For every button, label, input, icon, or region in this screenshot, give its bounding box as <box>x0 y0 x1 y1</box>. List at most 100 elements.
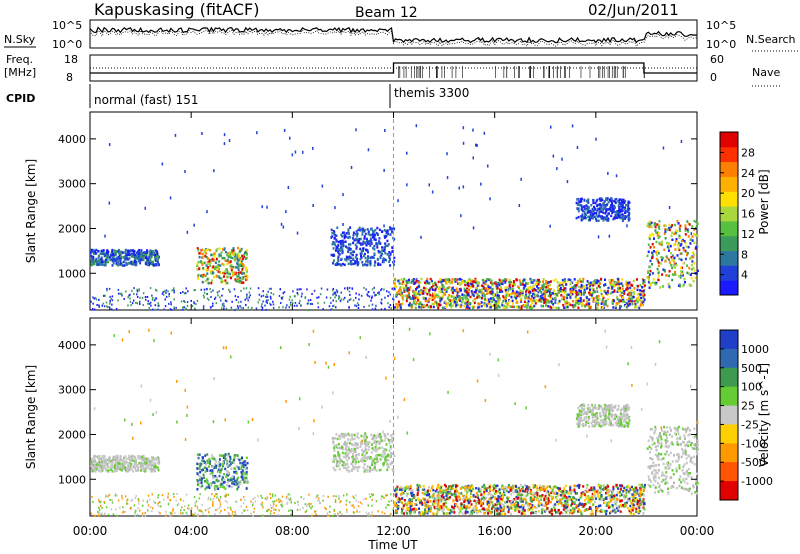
data-pixel <box>344 287 346 290</box>
data-pixel <box>467 288 470 292</box>
data-pixel <box>606 197 609 200</box>
data-pixel <box>156 259 159 262</box>
data-pixel <box>220 280 223 283</box>
data-pixel <box>251 306 253 309</box>
data-pixel <box>120 250 123 254</box>
data-pixel <box>147 459 150 462</box>
data-pixel <box>100 462 102 465</box>
data-pixel <box>363 254 365 258</box>
data-pixel <box>390 434 392 437</box>
data-pixel <box>594 299 597 303</box>
data-pixel <box>229 251 232 254</box>
data-pixel <box>363 252 366 256</box>
data-pixel <box>358 237 361 241</box>
data-pixel <box>154 255 157 258</box>
data-pixel <box>513 295 516 299</box>
data-pixel <box>347 262 350 265</box>
data-pixel <box>111 460 114 464</box>
data-pixel <box>582 277 585 281</box>
data-pixel <box>504 278 507 281</box>
data-pixel <box>615 506 618 510</box>
data-pixel <box>332 230 335 233</box>
data-pixel <box>387 465 390 469</box>
data-pixel <box>169 196 172 200</box>
data-pixel <box>384 459 387 463</box>
data-pixel <box>237 253 240 256</box>
data-pixel <box>130 462 133 466</box>
data-pixel <box>525 293 528 296</box>
data-pixel <box>244 467 247 471</box>
data-pixel <box>94 296 97 299</box>
data-pixel <box>363 241 366 244</box>
data-pixel <box>389 293 392 296</box>
data-pixel <box>643 279 646 282</box>
data-pixel <box>583 216 586 220</box>
data-pixel <box>125 263 128 266</box>
data-pixel <box>569 303 572 307</box>
data-pixel <box>491 282 494 286</box>
data-pixel <box>215 257 218 261</box>
data-pixel <box>389 258 391 261</box>
data-pixel <box>600 210 603 213</box>
data-pixel <box>220 251 223 254</box>
data-pixel <box>625 302 628 305</box>
data-pixel <box>354 450 357 454</box>
data-pixel <box>554 294 557 297</box>
data-pixel <box>220 482 223 486</box>
data-pixel <box>685 251 688 254</box>
data-pixel <box>101 463 104 467</box>
data-pixel <box>648 223 651 226</box>
data-pixel <box>210 454 213 457</box>
data-pixel <box>344 235 347 238</box>
data-pixel <box>370 240 373 243</box>
data-pixel <box>337 251 340 255</box>
data-pixel <box>92 467 95 470</box>
data-pixel <box>425 282 428 286</box>
data-pixel <box>599 203 601 206</box>
data-pixel <box>446 152 448 156</box>
data-pixel <box>384 129 386 132</box>
data-pixel <box>244 472 247 475</box>
data-pixel <box>139 261 142 265</box>
data-pixel <box>628 211 630 215</box>
data-pixel <box>428 297 431 301</box>
data-pixel <box>594 489 597 492</box>
data-pixel <box>125 468 127 472</box>
data-pixel <box>165 291 167 294</box>
data-pixel <box>410 297 413 300</box>
data-pixel <box>96 263 99 267</box>
data-pixel <box>463 301 466 305</box>
data-pixel <box>533 495 536 499</box>
data-pixel <box>281 297 283 300</box>
data-pixel <box>674 270 676 274</box>
data-pixel <box>562 297 565 301</box>
data-pixel <box>431 295 434 298</box>
data-pixel <box>453 492 456 495</box>
data-pixel <box>620 200 623 203</box>
data-pixel <box>196 472 199 475</box>
data-pixel <box>573 502 576 505</box>
data-pixel <box>461 279 464 283</box>
data-pixel <box>243 478 246 482</box>
data-pixel <box>100 460 103 463</box>
data-pixel <box>674 262 677 266</box>
data-pixel <box>525 290 527 293</box>
data-pixel <box>600 217 603 220</box>
data-pixel <box>406 183 408 187</box>
data-pixel <box>242 257 245 261</box>
data-pixel <box>379 432 381 436</box>
data-pixel <box>216 476 219 479</box>
data-pixel <box>402 282 405 286</box>
data-pixel <box>580 200 583 203</box>
data-pixel <box>100 252 103 256</box>
data-pixel <box>356 432 359 435</box>
data-pixel <box>451 287 454 290</box>
data-pixel <box>132 250 135 253</box>
data-pixel <box>355 233 357 236</box>
data-pixel <box>446 304 448 308</box>
data-pixel <box>106 254 109 257</box>
data-pixel <box>139 300 141 303</box>
data-pixel <box>203 288 206 291</box>
data-pixel <box>209 272 212 275</box>
data-pixel <box>96 304 98 306</box>
